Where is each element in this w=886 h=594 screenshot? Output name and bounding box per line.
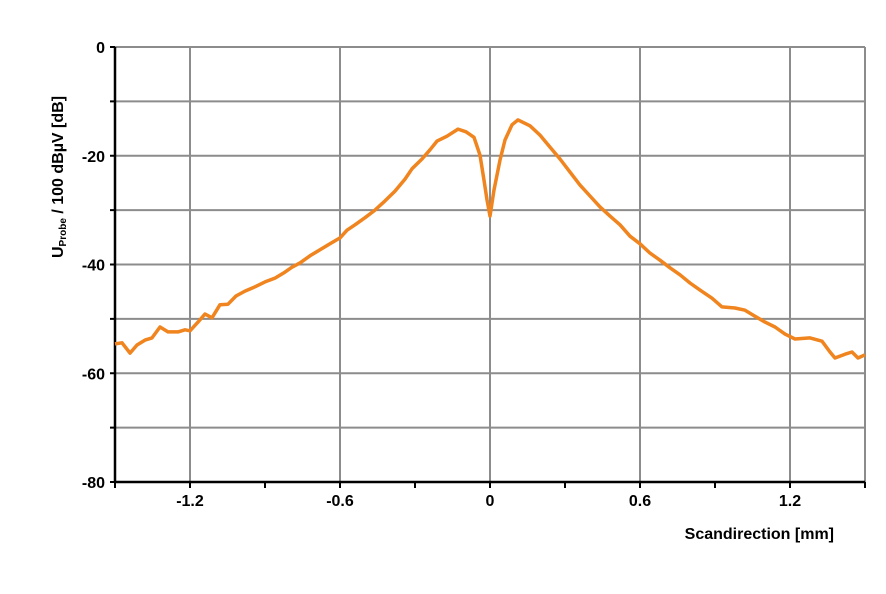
axes [110, 46, 866, 488]
y-tick-label: -20 [82, 149, 105, 166]
y-tick-label: -40 [82, 258, 105, 275]
y-tick-label: -60 [82, 366, 105, 383]
x-tick-label: 1.2 [779, 493, 801, 510]
y-axis-label: UProbe / 100 dBµV [dB] [50, 96, 69, 258]
y-tick-label: 0 [96, 40, 105, 57]
y-tick-label: -80 [82, 475, 105, 492]
x-tick-label: 0 [486, 493, 495, 510]
x-axis-label: Scandirection [mm] [685, 526, 834, 543]
tick-labels: -1.2 -0.6 0 0.6 1.2 0 -20 -40 -60 -80 [82, 40, 801, 510]
x-tick-label: -0.6 [326, 493, 354, 510]
grid [115, 46, 866, 483]
x-tick-label: 0.6 [629, 493, 651, 510]
x-tick-label: -1.2 [176, 493, 204, 510]
series-line [114, 118, 866, 360]
